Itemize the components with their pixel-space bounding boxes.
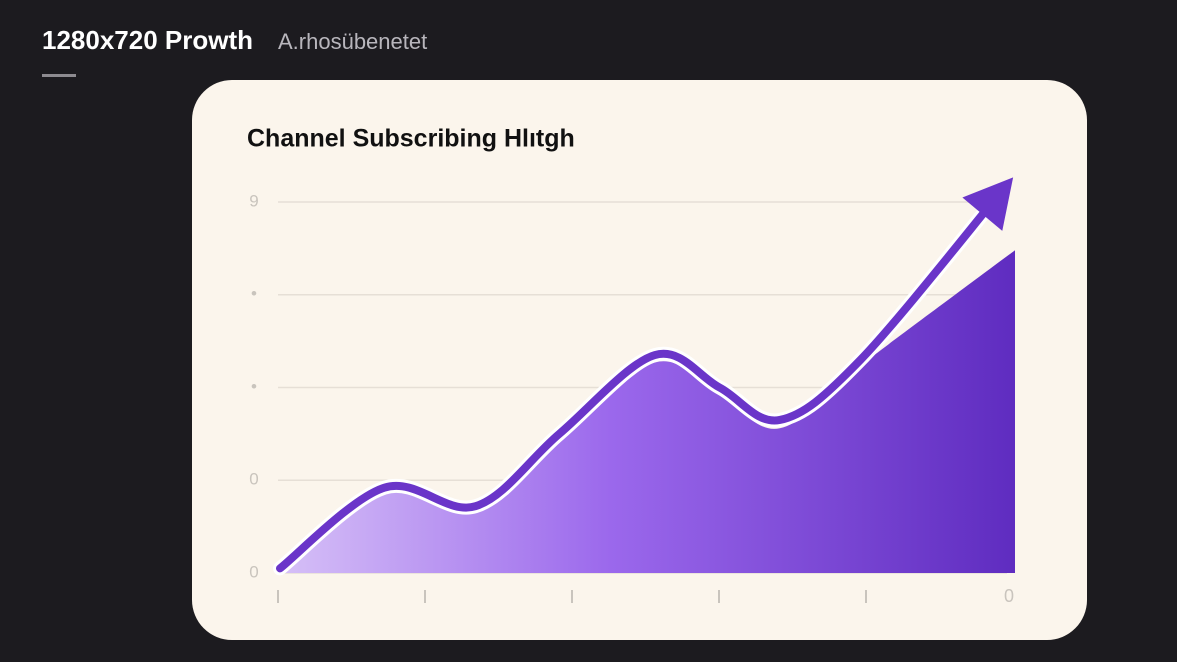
y-tick-label: •: [251, 284, 257, 303]
y-tick-label: 0: [249, 470, 258, 489]
y-tick-label: 0: [249, 562, 258, 581]
tab-underline: [42, 74, 76, 77]
y-tick-label: 9: [249, 191, 258, 210]
area: [280, 250, 1015, 574]
app-title: 1280x720 Prowth: [42, 25, 253, 55]
app-subtitle: A.rhosübenetet: [278, 29, 427, 54]
trend-line: [276, 188, 1005, 573]
chart-title: Channel Subscribing Hlıtgh: [247, 125, 575, 153]
arrow-head: [962, 177, 1014, 231]
y-tick-label: •: [251, 377, 257, 396]
x-tick-label: 0: [1004, 586, 1014, 606]
